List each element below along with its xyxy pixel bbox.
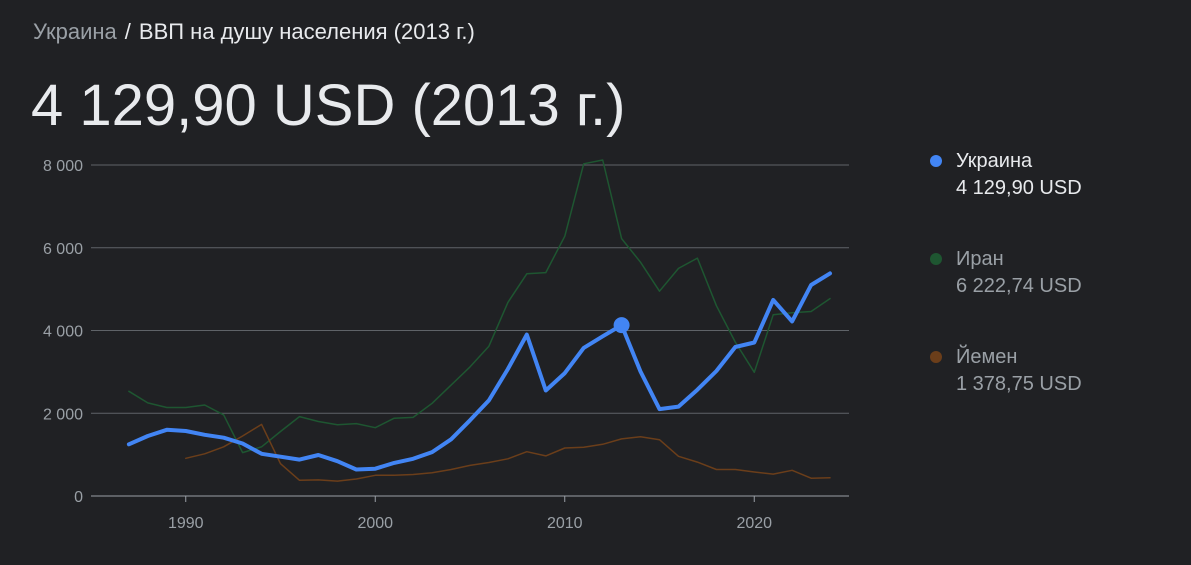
x-tick-label: 2000 bbox=[357, 515, 393, 532]
legend-name-ukraine: Украина bbox=[956, 150, 1033, 172]
x-tick-label: 2020 bbox=[736, 515, 772, 532]
legend-dot-iran bbox=[930, 253, 942, 265]
headline-value: 4 129,90 USD (2013 г.) bbox=[31, 73, 626, 138]
chart-legend: Украина 4 129,90 USD Иран 6 222,74 USD Й… bbox=[930, 148, 1082, 442]
x-tick-label: 1990 bbox=[168, 515, 204, 532]
breadcrumb-metric-title: ВВП на душу населения (2013 г.) bbox=[138, 19, 475, 44]
legend-name-iran: Иран bbox=[956, 248, 1004, 270]
legend-item-ukraine[interactable]: Украина 4 129,90 USD bbox=[930, 148, 1082, 202]
y-tick-label: 6 000 bbox=[43, 241, 83, 258]
y-tick-label: 2 000 bbox=[43, 406, 83, 423]
series-line-1[interactable] bbox=[185, 423, 831, 482]
highlight-point[interactable] bbox=[613, 317, 630, 334]
breadcrumb: Украина / ВВП на душу населения (2013 г.) bbox=[33, 18, 475, 46]
breadcrumb-separator: / bbox=[124, 19, 131, 44]
breadcrumb-country-link[interactable]: Украина bbox=[33, 19, 117, 44]
y-tick-label: 4 000 bbox=[43, 324, 83, 341]
legend-dot-yemen bbox=[930, 351, 942, 363]
chart-highlight bbox=[613, 317, 630, 334]
series-line-0[interactable] bbox=[128, 159, 831, 454]
chart-gridlines bbox=[91, 164, 849, 497]
legend-value-ukraine: 4 129,90 USD bbox=[956, 177, 1082, 199]
legend-value-iran: 6 222,74 USD bbox=[956, 275, 1082, 297]
legend-dot-ukraine bbox=[930, 155, 942, 167]
legend-item-iran[interactable]: Иран 6 222,74 USD bbox=[930, 246, 1082, 300]
legend-name-yemen: Йемен bbox=[956, 346, 1018, 368]
x-tick-label: 2010 bbox=[547, 515, 583, 532]
y-tick-label: 8 000 bbox=[43, 158, 83, 175]
legend-value-yemen: 1 378,75 USD bbox=[956, 373, 1082, 395]
series-line-2[interactable] bbox=[126, 271, 832, 472]
chart-series bbox=[126, 159, 832, 482]
chart-axes: 0 2 000 4 000 6 000 8 000 1990 2000 2010 2020 bbox=[43, 158, 772, 532]
legend-item-yemen[interactable]: Йемен 1 378,75 USD bbox=[930, 344, 1082, 398]
y-tick-label: 0 bbox=[74, 489, 83, 506]
